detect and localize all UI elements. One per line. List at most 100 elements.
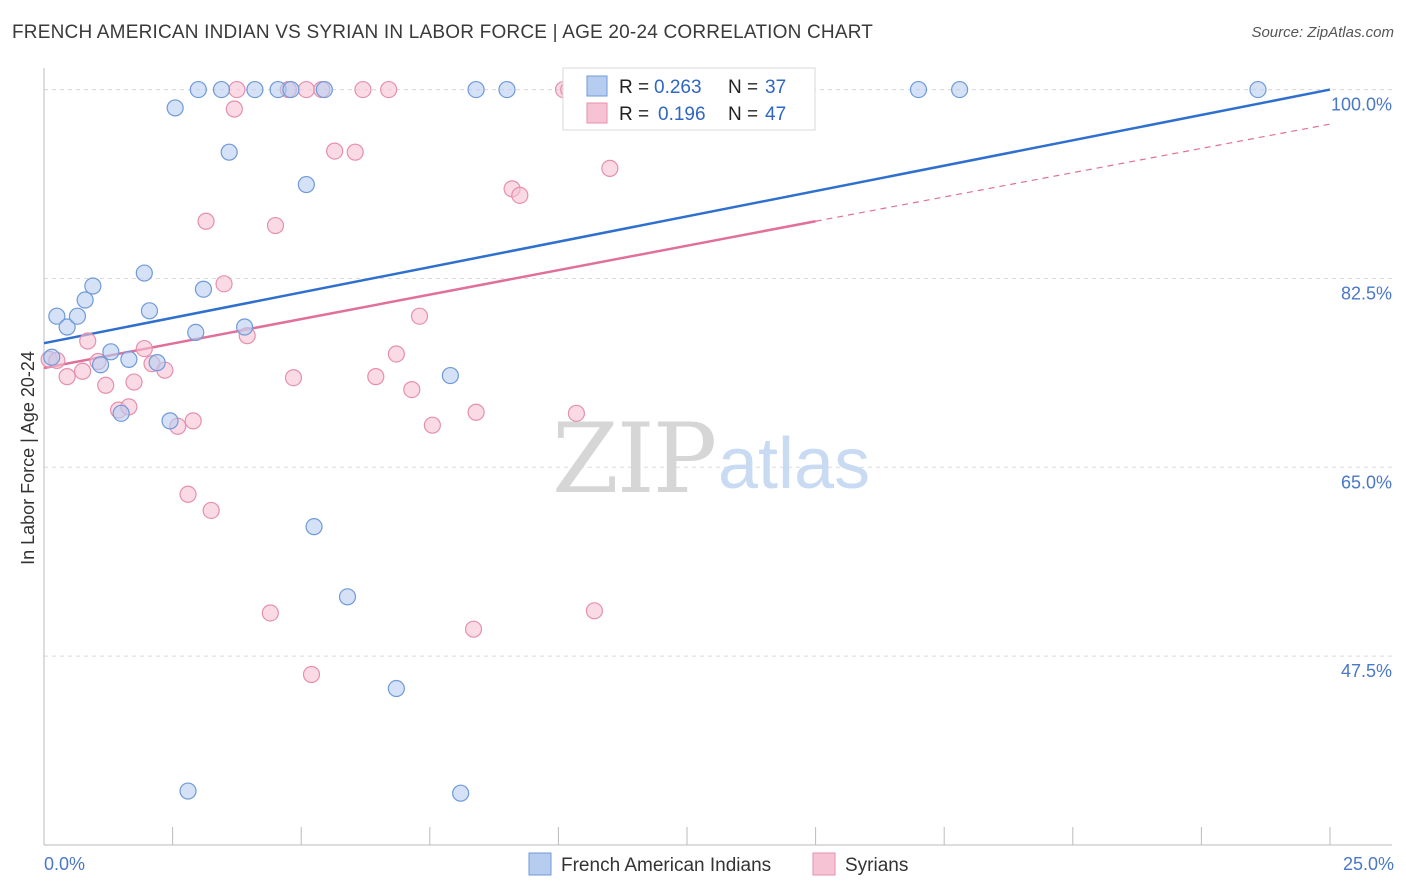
y-tick-label: 82.5% [1341, 283, 1392, 303]
point-french-american-indian [282, 80, 300, 99]
trend-line-syrians-extension [815, 123, 1331, 222]
point-syrian [403, 380, 421, 399]
bottom-legend: French American Indians Syrians [528, 852, 908, 876]
point-french-american-indian [84, 277, 102, 295]
legend-n-value-2: 47 [765, 104, 786, 125]
point-syrian [367, 368, 385, 386]
point-syrian [354, 80, 372, 99]
point-french-american-indian [441, 366, 459, 385]
point-french-american-indian [48, 307, 66, 325]
point-syrian [97, 376, 115, 394]
grid-lines [44, 89, 1392, 657]
point-syrian [225, 100, 243, 118]
point-french-american-indian [194, 280, 213, 298]
point-syrian [135, 339, 153, 358]
bottom-legend-series-1: French American Indians [561, 855, 771, 876]
point-french-american-indian [112, 404, 130, 422]
legend-swatch-blue [586, 75, 608, 97]
trend-lines [43, 88, 1331, 370]
point-syrian [215, 275, 233, 293]
y-tick-label: 100.0% [1331, 95, 1392, 115]
point-french-american-indian [187, 323, 205, 341]
point-french-american-indian [189, 80, 207, 99]
point-french-american-indian [315, 80, 333, 99]
point-french-american-indian [387, 679, 405, 698]
point-syrian [387, 345, 405, 363]
point-french-american-indian [58, 318, 76, 336]
point-syrian [467, 403, 485, 421]
point-syrian [179, 485, 197, 503]
legend: R = 0.263 N = 37 R = 0.196 N = 47 [562, 67, 816, 131]
point-syrian [326, 142, 344, 160]
point-french-american-indian [909, 80, 928, 99]
point-syrian [202, 501, 220, 520]
y-tick-labels: 47.5% 65.0% 82.5% 100.0% [1331, 95, 1392, 682]
point-french-american-indian [220, 143, 238, 161]
trend-line-french-american-indians [43, 88, 1331, 345]
point-french-american-indian [68, 307, 87, 325]
legend-n-label-2: N = [728, 104, 758, 125]
legend-swatch-pink [586, 102, 608, 124]
legend-r-value-1: 0.263 [654, 77, 702, 98]
watermark-atlas: atlas [718, 424, 870, 504]
axes [43, 68, 1392, 846]
point-syrian [601, 159, 619, 177]
chart-title: FRENCH AMERICAN INDIAN VS SYRIAN IN LABO… [12, 22, 874, 43]
point-french-american-indian [120, 350, 138, 368]
point-syrian [58, 368, 76, 386]
point-syrian [346, 143, 364, 161]
point-syrian [423, 416, 441, 434]
y-tick-label: 47.5% [1341, 661, 1392, 681]
point-french-american-indian [76, 291, 94, 309]
source-label: Source: ZipAtlas.com [1251, 24, 1394, 41]
point-syrian [125, 373, 143, 391]
point-syrian [410, 307, 429, 325]
point-french-american-indian [161, 412, 179, 430]
point-french-american-indian [467, 80, 485, 99]
watermark: ZIP atlas [552, 403, 870, 515]
point-french-american-indian [1249, 80, 1267, 99]
point-french-american-indian [338, 588, 357, 606]
y-tick-label: 65.0% [1341, 472, 1392, 492]
point-french-american-indian [297, 175, 315, 194]
point-french-american-indian [305, 518, 323, 536]
point-french-american-indian [452, 784, 470, 802]
point-syrian [73, 362, 92, 380]
point-syrian [184, 412, 202, 430]
data-points [40, 80, 1267, 802]
bottom-legend-swatch-pink [812, 852, 836, 876]
point-french-american-indian [135, 264, 153, 282]
point-syrian [464, 620, 483, 638]
legend-n-label-1: N = [728, 77, 758, 98]
point-syrian [261, 604, 279, 622]
point-french-american-indian [246, 80, 264, 99]
point-french-american-indian [212, 80, 231, 99]
x-tick-labels: 0.0% 25.0% [44, 854, 1394, 874]
point-syrian [228, 80, 246, 99]
point-syrian [585, 602, 604, 620]
legend-r-value-2: 0.196 [658, 104, 706, 125]
bottom-legend-series-2: Syrians [845, 855, 908, 876]
point-syrian [297, 80, 315, 99]
legend-r-label-2: R = [619, 104, 649, 125]
x-tick-label: 0.0% [44, 854, 85, 874]
legend-n-value-1: 37 [765, 77, 786, 98]
point-syrian [284, 369, 303, 387]
point-syrian [380, 80, 398, 99]
point-syrian [511, 186, 529, 204]
point-french-american-indian [236, 318, 254, 336]
point-syrian [567, 404, 586, 422]
x-tick-label: 25.0% [1343, 854, 1394, 874]
point-french-american-indian [140, 302, 159, 320]
point-french-american-indian [102, 343, 120, 361]
point-french-american-indian [91, 356, 110, 374]
watermark-zip: ZIP [552, 403, 715, 515]
point-syrian [266, 216, 285, 235]
point-french-american-indian [166, 99, 184, 117]
y-axis-label: In Labor Force | Age 20-24 [18, 351, 38, 565]
point-syrian [79, 332, 97, 350]
point-french-american-indian [179, 782, 197, 800]
bottom-legend-swatch-blue [528, 852, 552, 876]
point-french-american-indian [951, 80, 969, 99]
